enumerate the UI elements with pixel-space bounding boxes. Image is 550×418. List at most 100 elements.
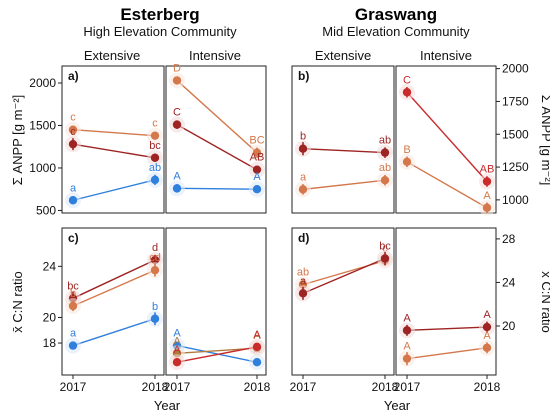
panel-b-ytick-label-4: 2000 — [502, 62, 529, 76]
panel-a-facet-0-series-2-label-1: ab — [149, 162, 161, 174]
panel-a-ytick-label-3: 2000 — [29, 76, 56, 90]
panel-d-facet-1-series-0-point-0 — [402, 326, 412, 335]
panel-d-facet-0-series-1-line — [302, 257, 386, 294]
panel-label-a: a) — [68, 69, 79, 83]
panel-c-facet-1-series-1-label-0: A — [173, 335, 181, 347]
panel-d-facet-1-series-0-label-1: A — [483, 309, 491, 321]
panel-b-facet-1-series-1-point-0 — [402, 157, 412, 167]
panel-d-ytick-label-0: 20 — [502, 319, 516, 333]
panel-b-facet-0-series-0-line — [302, 147, 386, 154]
panel-a-facet-0-series-2-line — [72, 179, 156, 201]
panel-c-facet-1-series-0-label-0: A — [173, 328, 181, 340]
panel-c-facet-1-xtick-label-1: 2018 — [244, 380, 271, 394]
site-title-right: Graswang — [355, 5, 437, 24]
panel-c-facet-0-series-1-label-0: b — [70, 288, 76, 300]
y-axis-title-top-right: Σ ANPP [g m⁻²] — [539, 95, 550, 186]
panel-b-facet-1-series-0-point-0 — [402, 88, 412, 97]
panel-a-facet-0-series-2-point-0 — [68, 196, 78, 205]
panel-c-ytick-label-0: 18 — [43, 336, 57, 350]
panel-a-facet-1-series-1-point-1 — [252, 165, 262, 174]
panel-d-facet-1-series-1-label-1: A — [483, 330, 491, 342]
panel-d-facet-1-series-1-line — [406, 347, 488, 360]
panel-a-ytick-label-0: 500 — [36, 203, 56, 217]
panel-b-facet-0-series-0-point-1 — [380, 148, 390, 157]
panel-a-facet-1-series-2-label-0: A — [173, 170, 181, 182]
strip-extensive-left: Extensive — [84, 48, 140, 63]
panel-a-facet-0-series-1-point-1 — [150, 153, 160, 162]
panel-b-facet-1-series-0-label-0: C — [403, 74, 411, 86]
panel-d-facet-0-xtick-label-1: 2018 — [372, 380, 399, 394]
panel-d-facet-1-series-1-point-0 — [402, 354, 412, 363]
panel-a-facet-0-series-1-label-1: bc — [149, 140, 161, 152]
panel-a-facet-1-series-0-point-1 — [252, 148, 262, 157]
panel-b-facet-0-series-0-label-0: b — [300, 131, 306, 143]
x-axis-title-right: Year — [384, 398, 411, 413]
panel-c-facet-0-xtick-label-1: 2018 — [142, 380, 169, 394]
panel-a-facet-0-series-0-point-1 — [150, 131, 160, 140]
panel-a-facet-1-series-2-point-0 — [172, 184, 182, 193]
panel-b-facet-1-series-0-label-1: AB — [480, 164, 495, 176]
panel-c-facet-1-series-2-label-1: A — [253, 329, 261, 341]
panel-a-facet-0-series-1-line — [72, 143, 156, 159]
panel-d-ytick-label-1: 24 — [502, 275, 516, 289]
panel-b-facet-0-series-1-label-0: a — [300, 171, 307, 183]
panel-c-facet-0-series-2-label-0: a — [70, 328, 77, 340]
panel-c-facet-0-series-1-line — [72, 269, 156, 307]
panel-b-facet-0-series-1-point-0 — [298, 185, 308, 194]
panel-a-facet-1-series-2-label-1: A — [253, 171, 261, 183]
panel-b-facet-0-series-1-label-1: ab — [379, 162, 391, 174]
panel-a-facet-1-series-0-line — [176, 79, 258, 154]
panel-b-ytick-label-3: 1750 — [502, 94, 529, 108]
panel-c-facet-0-series-1-point-0 — [68, 301, 78, 311]
panel-b-facet-1-series-1-line — [406, 161, 488, 209]
panel-d-facet-1-series-0-point-1 — [482, 322, 492, 332]
strip-intensive-right: Intensive — [420, 48, 472, 63]
panel-b-facet-0-series-1-line — [302, 179, 386, 191]
panel-c-facet-1-series-0-point-1 — [252, 358, 262, 367]
panel-a-facet-1-series-1-label-1: AB — [250, 152, 265, 164]
panel-b-facet-0-series-0-point-0 — [298, 144, 308, 153]
panel-a-facet-0-series-0-label-0: c — [70, 112, 76, 124]
panel-d-facet-0-frame — [291, 227, 395, 376]
panel-c-facet-1-series-2-label-0: A — [173, 344, 181, 356]
panel-c-ytick-label-2: 24 — [43, 259, 57, 273]
panel-a-facet-1-series-2-point-1 — [252, 185, 262, 194]
panel-a-facet-0-series-1-label-0: c — [70, 126, 76, 138]
panel-d-facet-1-frame — [395, 227, 497, 376]
panel-a-ytick-label-2: 1500 — [29, 118, 56, 132]
panel-a-facet-0-series-1-point-0 — [68, 139, 78, 149]
panel-d-facet-0-xtick-label-0: 2017 — [290, 380, 317, 394]
panel-d-facet-0-series-1-point-1 — [380, 254, 390, 263]
panel-b-facet-1-series-0-line — [406, 91, 488, 182]
panel-b-ytick-label-1: 1250 — [502, 160, 529, 174]
panel-b-facet-1-series-1-point-1 — [482, 203, 492, 212]
panel-b-facet-1-series-1-label-0: B — [403, 144, 410, 156]
panel-c-facet-0-series-2-label-1: b — [152, 301, 158, 313]
panel-b-facet-1-series-0-point-1 — [482, 177, 492, 186]
strip-intensive-left: Intensive — [189, 48, 241, 63]
panel-c-facet-0-series-2-line — [72, 318, 156, 347]
panel-b-ytick-label-2: 1500 — [502, 127, 529, 141]
panel-a-facet-1-series-1-label-0: C — [173, 107, 181, 119]
panel-a-facet-1-series-2-line — [176, 187, 258, 190]
panel-b-facet-1-series-1-label-1: A — [483, 190, 491, 202]
panel-a-facet-0-series-2-label-0: a — [70, 182, 77, 194]
panel-a-facet-1-series-0-label-1: BC — [249, 135, 264, 147]
x-axis-title-left: Year — [154, 398, 181, 413]
panel-d-facet-1-xtick-label-0: 2017 — [394, 380, 421, 394]
panel-b-ytick-label-0: 1000 — [502, 193, 529, 207]
panel-c-facet-1-series-2-line — [176, 346, 258, 363]
panel-b-facet-0-series-0-label-1: ab — [379, 135, 391, 147]
panel-d-facet-1-series-0-line — [406, 326, 488, 332]
panel-a-facet-1-series-1-line — [176, 124, 258, 171]
y-axis-title-bottom-left: x̄ C:N ratio — [10, 271, 25, 332]
panel-d-facet-0-series-0-label-0: ab — [297, 267, 309, 279]
y-axis-title-top-left: Σ ANPP [g m⁻²] — [10, 95, 25, 186]
panel-a-ytick-label-1: 1000 — [29, 161, 56, 175]
panel-c-facet-1-series-1-label-1: A — [253, 330, 261, 342]
panel-c-facet-0-series-0-label-0: bc — [67, 280, 79, 292]
strip-extensive-right: Extensive — [315, 48, 371, 63]
panel-c-facet-0-series-2-point-0 — [68, 341, 78, 350]
panel-c-facet-0-series-0-point-1 — [150, 255, 160, 265]
